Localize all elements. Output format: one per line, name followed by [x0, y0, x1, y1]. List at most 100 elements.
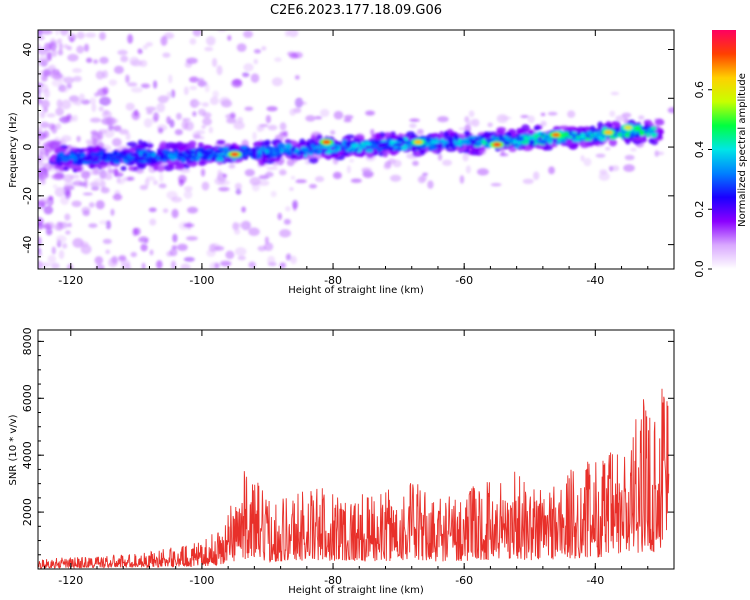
- noise-cell: [74, 179, 84, 187]
- noise-cell: [66, 113, 72, 120]
- noise-cell: [184, 185, 193, 192]
- noise-cell: [189, 76, 199, 83]
- noise-cell: [468, 110, 475, 118]
- band-core-cell: [159, 154, 165, 161]
- noise-cell: [55, 123, 62, 130]
- band-core-cell: [61, 156, 70, 163]
- band-core-cell: [580, 132, 586, 139]
- noise-cell: [283, 218, 291, 225]
- band-core-cell: [150, 158, 158, 164]
- snr-x-ticks: -120 -100 -80 -60 -40: [44, 330, 675, 587]
- x-tick-label: -120: [58, 274, 83, 287]
- noise-cell: [437, 116, 449, 123]
- band-core-cell: [297, 151, 307, 155]
- noise-cell: [116, 178, 126, 185]
- noise-cell: [242, 72, 250, 78]
- noise-cell: [285, 206, 291, 212]
- noise-cell: [103, 128, 115, 139]
- noise-cell: [72, 75, 82, 82]
- noise-cell: [47, 254, 57, 264]
- band-core-cell: [447, 137, 454, 144]
- hotspot: [551, 132, 560, 137]
- noise-cell: [105, 220, 111, 230]
- band-cell: [299, 138, 306, 146]
- noise-cell: [152, 180, 158, 186]
- noise-cell: [76, 31, 85, 40]
- noise-cell: [225, 250, 235, 260]
- noise-cell: [140, 243, 148, 252]
- noise-cell: [171, 196, 183, 203]
- band-core-cell: [539, 139, 548, 145]
- noise-cell: [234, 247, 247, 256]
- band-cell: [516, 127, 523, 134]
- y-tick-label: 4000: [21, 441, 34, 469]
- noise-cell: [476, 168, 489, 176]
- noise-cell: [192, 30, 202, 37]
- noise-cell: [67, 222, 72, 228]
- noise-cell: [274, 57, 282, 62]
- band-core-cell: [316, 149, 323, 153]
- noise-cell: [39, 110, 46, 119]
- band-cell: [137, 139, 143, 146]
- noise-cell: [78, 93, 85, 102]
- noise-cell: [178, 179, 184, 187]
- noise-cell: [102, 238, 112, 244]
- noise-cell: [112, 193, 123, 201]
- noise-cell: [415, 131, 424, 136]
- noise-cell: [83, 178, 89, 189]
- band-core-cell: [72, 160, 77, 165]
- noise-cell: [64, 213, 71, 221]
- noise-cell: [527, 115, 535, 124]
- band-cell: [158, 143, 165, 150]
- band-core-cell: [560, 138, 567, 143]
- noise-cell: [50, 173, 63, 180]
- band-core-cell: [113, 149, 118, 156]
- noise-cell: [51, 262, 60, 269]
- noise-cell: [183, 223, 195, 228]
- hotspot: [492, 142, 501, 147]
- noise-cell: [72, 68, 82, 74]
- noise-cell: [83, 43, 90, 52]
- noise-cell: [86, 57, 93, 63]
- band-cell: [654, 119, 665, 126]
- noise-cell: [58, 42, 63, 51]
- noise-cell: [130, 87, 143, 93]
- noise-cell: [43, 88, 51, 99]
- band-cell: [522, 145, 533, 151]
- noise-cell: [180, 263, 191, 269]
- noise-cell: [180, 168, 191, 173]
- noise-cell: [611, 165, 620, 172]
- noise-cell: [201, 181, 210, 191]
- band-cell: [308, 157, 319, 164]
- noise-cell: [58, 249, 65, 260]
- colorbar-tick-label: 0.0: [693, 260, 706, 278]
- band-cell: [383, 132, 392, 138]
- band-core-cell: [324, 151, 332, 155]
- noise-cell: [61, 135, 72, 143]
- band-core-cell: [546, 136, 553, 142]
- x-tick-label: -40: [586, 274, 604, 287]
- noise-cell: [137, 48, 143, 55]
- noise-cell: [38, 47, 48, 56]
- noise-cell: [99, 31, 106, 41]
- noise-cell: [279, 122, 287, 131]
- band-cell: [146, 142, 154, 149]
- noise-cell: [638, 115, 645, 120]
- band-core-cell: [283, 148, 291, 153]
- noise-cell: [208, 243, 217, 253]
- band-cell: [456, 133, 465, 139]
- noise-cell: [290, 255, 297, 265]
- snr-plot-area: [38, 330, 674, 569]
- band-core-cell: [151, 152, 157, 157]
- noise-cell: [183, 257, 195, 262]
- noise-cell: [91, 185, 100, 191]
- noise-cell: [532, 171, 540, 181]
- noise-cell: [53, 224, 64, 231]
- band-cell: [187, 142, 196, 149]
- noise-cell: [45, 52, 51, 62]
- colorbar: 0.0 0.2 0.4 0.6 Normalized spectral amplitu…: [693, 30, 748, 278]
- x-tick-label: -80: [324, 574, 342, 587]
- band-cell: [608, 138, 618, 147]
- noise-cell: [140, 83, 151, 89]
- noise-cell: [52, 72, 58, 79]
